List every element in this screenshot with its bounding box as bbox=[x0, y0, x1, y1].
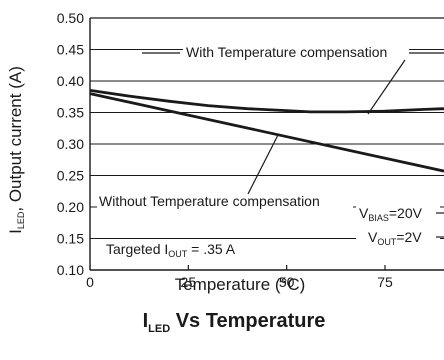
without-comp-arrow bbox=[247, 134, 279, 195]
y-tick-label: 0.30 bbox=[57, 136, 84, 152]
y-tick-label: 0.50 bbox=[57, 10, 84, 26]
x-tick-label: 0 bbox=[86, 274, 94, 290]
y-tick-label: 0.20 bbox=[57, 199, 84, 215]
y-axis-title: ILED, Output current (A) bbox=[6, 66, 26, 234]
y-tick-label: 0.40 bbox=[57, 73, 84, 89]
without-comp-label-bg bbox=[97, 192, 353, 210]
target-label: Targeted IOUT = .35 A bbox=[106, 241, 236, 259]
series-line-without-compensation bbox=[89, 92, 444, 173]
y-tick-label: 0.15 bbox=[57, 231, 84, 247]
y-tick-labels: 0.10 0.15 0.20 0.25 0.30 0.35 0.40 0.45 0.50 bbox=[57, 10, 84, 278]
x-tick-label: 25 bbox=[181, 274, 197, 290]
series-lines bbox=[89, 89, 444, 173]
x-tick-label: 75 bbox=[377, 274, 393, 290]
x-axis-title: Temperature (°C) bbox=[175, 275, 306, 294]
with-comp-label: With Temperature compensation bbox=[186, 44, 387, 60]
vout-label: VOUT=2V bbox=[368, 229, 422, 247]
y-tick-label: 0.10 bbox=[57, 262, 84, 278]
without-comp-label: Without Temperature compensation bbox=[99, 193, 320, 209]
series-line-with-compensation bbox=[89, 89, 444, 114]
x-tick-label: 50 bbox=[279, 274, 295, 290]
y-tick-label: 0.25 bbox=[57, 168, 84, 184]
vbias-label: VBIAS=20V bbox=[359, 205, 423, 223]
with-comp-label-bg bbox=[183, 43, 409, 61]
chart-title: ILED Vs Temperature bbox=[143, 310, 326, 335]
y-tick-label: 0.35 bbox=[57, 105, 84, 121]
with-comp-arrow bbox=[367, 59, 406, 115]
x-tick-labels: 0 25 50 75 bbox=[86, 265, 393, 290]
target-label-bg bbox=[101, 240, 251, 258]
conditions-bg bbox=[356, 206, 440, 248]
y-tick-label: 0.45 bbox=[57, 42, 84, 58]
